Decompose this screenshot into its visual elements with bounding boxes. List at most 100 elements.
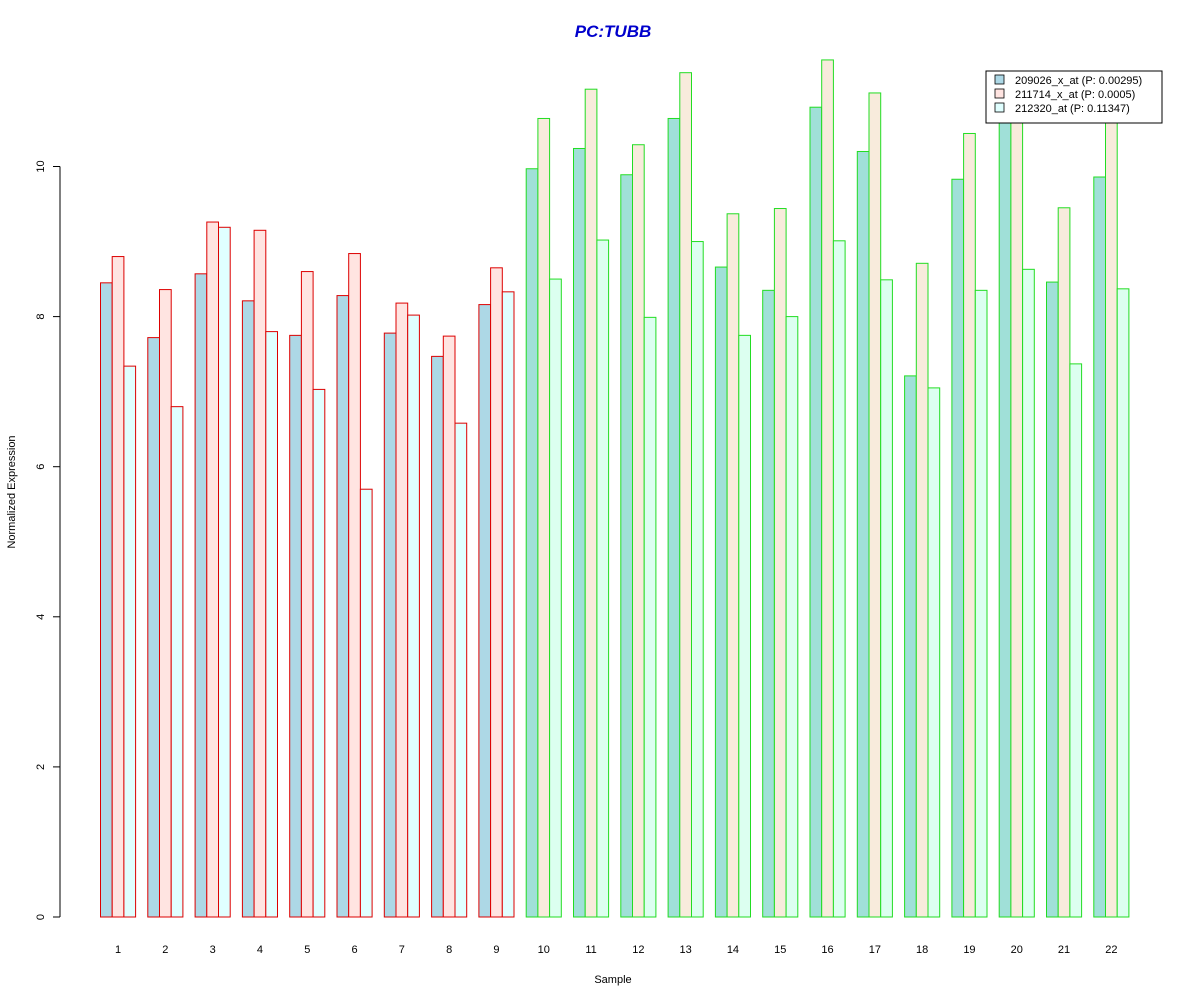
bar [454,422,468,918]
bar [998,116,1012,918]
bar [300,271,314,918]
x-tick-label: 11 [585,944,596,956]
y-tick-label: 8 [35,314,47,320]
bar [312,388,326,918]
bar [1010,119,1024,918]
bar [738,334,751,918]
bar [478,304,492,918]
bar [762,289,775,918]
x-tick-label: 6 [351,944,357,956]
x-tick-label: 13 [680,944,692,956]
bar [525,168,539,918]
y-axis: 0 2 4 6 8 10 [35,160,61,920]
x-tick-label: 15 [774,944,786,956]
bar [194,273,208,918]
bar [147,337,161,918]
bar [1069,363,1083,918]
bar [963,132,976,918]
y-tick-label: 2 [35,764,47,770]
y-tick-label: 0 [35,914,47,920]
bar [123,365,137,918]
bar [253,229,267,918]
legend-swatch [994,88,1005,99]
bar [537,117,551,918]
bar [904,375,917,918]
bar [951,178,965,918]
bar [431,355,444,918]
legend-entry: 212320_at (P: 0.11347) [1015,103,1130,115]
bar [927,387,941,918]
bar [679,72,692,918]
bar [773,208,787,918]
bar [726,213,740,918]
bar [218,226,231,918]
bar [620,174,633,918]
bar [100,282,113,918]
bar [1105,117,1118,918]
bar [549,278,562,918]
legend-box [985,70,1163,124]
bar [632,144,645,918]
bar [206,221,220,918]
bar [809,106,823,918]
bar [643,316,657,918]
bar [265,331,278,918]
x-tick-label: 22 [1105,944,1117,956]
bar [359,488,373,918]
bars-group [100,59,1130,918]
bar [442,335,456,918]
x-tick-label: 2 [162,944,168,956]
chart-title: PC:TUBB [575,22,652,41]
bar [336,295,350,918]
bar [1057,207,1071,918]
bar [915,262,929,918]
bar [490,267,503,918]
bar [584,88,598,918]
bar [821,59,834,918]
bar [395,302,409,918]
x-tick-label: 21 [1058,944,1070,956]
x-tick-label: 8 [446,944,452,956]
x-tick-label: 19 [963,944,975,956]
x-tick-labels: 1 2 3 4 5 6 7 8 9 10 11 12 13 14 15 16 17 18 19 20 21 22 [115,944,1117,956]
bar [1022,268,1035,918]
x-tick-label: 16 [821,944,833,956]
x-axis-label: Sample [594,974,631,986]
bar [1093,176,1107,918]
y-tick-label: 4 [35,614,47,620]
bar [832,240,846,918]
x-tick-label: 4 [257,944,263,956]
bar [667,117,681,918]
x-tick-label: 3 [210,944,216,956]
x-tick-label: 14 [727,944,739,956]
bar [1116,288,1130,918]
x-tick-label: 5 [304,944,310,956]
bar [880,279,893,918]
bar [714,266,728,918]
bar [596,239,610,918]
bar [348,253,361,918]
legend: 209026_x_at (P: 0.00295) 211714_x_at (P: … [985,70,1163,124]
bar [289,334,302,918]
bar [159,289,172,918]
y-tick-label: 10 [35,160,47,172]
bar [573,147,586,918]
bar [974,289,988,918]
legend-swatch [994,102,1005,113]
bar [1046,281,1059,918]
bar [856,150,870,918]
x-tick-label: 9 [493,944,499,956]
bar [383,332,397,918]
y-axis-label: Normalized Expression [6,435,18,548]
x-tick-label: 12 [632,944,644,956]
x-tick-label: 17 [869,944,881,956]
legend-entry: 211714_x_at (P: 0.0005) [1015,89,1135,101]
legend-swatch [994,74,1005,85]
bar [241,300,255,918]
x-tick-label: 10 [538,944,550,956]
bar [501,291,515,918]
x-tick-label: 7 [399,944,405,956]
bar [691,241,704,918]
bar [170,406,184,918]
